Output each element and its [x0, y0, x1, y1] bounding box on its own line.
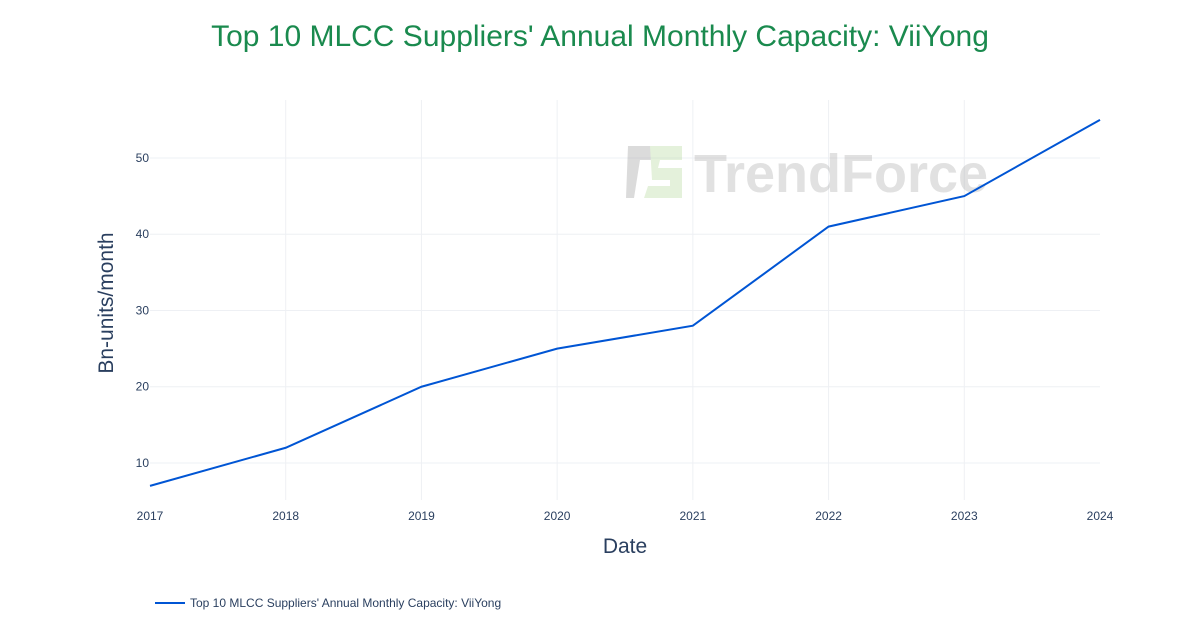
x-tick-label: 2024 [1087, 509, 1114, 523]
series-line [149, 118, 1101, 487]
grid [150, 100, 1100, 500]
legend-label: Top 10 MLCC Suppliers' Annual Monthly Ca… [190, 596, 502, 610]
x-tick-label: 2017 [137, 509, 164, 523]
y-tick-label: 40 [136, 227, 150, 241]
watermark-logo: TrendForce [626, 144, 988, 204]
legend-item[interactable]: Top 10 MLCC Suppliers' Annual Monthly Ca… [155, 596, 501, 610]
chart-title: Top 10 MLCC Suppliers' Annual Monthly Ca… [211, 20, 989, 53]
y-tick-label: 10 [136, 456, 150, 470]
x-tick-label: 2023 [951, 509, 978, 523]
x-tick-label: 2018 [272, 509, 299, 523]
x-tick-label: 2020 [544, 509, 571, 523]
x-tick-label: 2022 [815, 509, 842, 523]
legend-line-icon [155, 602, 185, 604]
watermark-text: TrendForce [694, 144, 988, 204]
x-tick-label: 2021 [680, 509, 707, 523]
y-axis-title: Bn-units/month [95, 232, 118, 373]
x-axis-title: Date [603, 535, 647, 558]
y-tick-label: 20 [136, 380, 150, 394]
y-tick-label: 50 [136, 151, 150, 165]
x-tick-label: 2019 [408, 509, 435, 523]
y-tick-label: 30 [136, 303, 150, 317]
